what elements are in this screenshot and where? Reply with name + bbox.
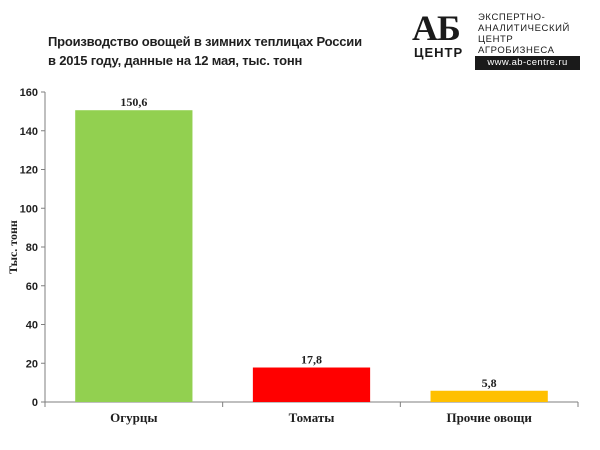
logo-tagline-line-1: ЭКСПЕРТНО- xyxy=(478,12,546,23)
logo-mark: АБ xyxy=(412,8,461,48)
x-category-label: Огурцы xyxy=(110,410,157,425)
logo-tagline-line-3: ЦЕНТР xyxy=(478,34,514,45)
chart-title: Производство овощей в зимних теплицах Ро… xyxy=(48,32,378,70)
bar-value-label: 5,8 xyxy=(482,376,497,390)
logo-tagline-line-2: АНАЛИТИЧЕСКИЙ xyxy=(478,23,570,34)
logo-tagline: ЭКСПЕРТНО- АНАЛИТИЧЕСКИЙ ЦЕНТР АГРОБИЗНЕ… xyxy=(478,12,570,56)
logo-tagline-line-4: АГРОБИЗНЕСА xyxy=(478,45,555,56)
logo-mark-sub: ЦЕНТР xyxy=(414,45,464,60)
y-tick-label: 120 xyxy=(20,165,38,177)
y-tick-label: 80 xyxy=(26,242,38,254)
bar-value-label: 17,8 xyxy=(301,353,322,367)
y-tick-label: 140 xyxy=(20,126,38,138)
y-tick-label: 160 xyxy=(20,87,38,99)
logo-url: www.ab-centre.ru xyxy=(475,56,580,70)
x-category-label: Прочие овощи xyxy=(446,410,532,425)
y-tick-label: 40 xyxy=(26,320,38,332)
y-tick-label: 20 xyxy=(26,358,38,370)
bar xyxy=(252,367,371,402)
bar-value-label: 150,6 xyxy=(120,95,147,109)
chart-title-line-1: Производство овощей в зимних теплицах Ро… xyxy=(48,34,362,49)
chart-title-line-2: в 2015 году, данные на 12 мая, тыс. тонн xyxy=(48,53,303,68)
y-tick-label: 0 xyxy=(32,397,38,409)
bar xyxy=(75,110,193,403)
y-tick-label: 60 xyxy=(26,281,38,293)
y-tick-label: 100 xyxy=(20,203,38,215)
bar xyxy=(430,390,548,402)
x-category-label: Томаты xyxy=(289,410,335,425)
ab-centre-logo: АБ ЦЕНТР ЭКСПЕРТНО- АНАЛИТИЧЕСКИЙ ЦЕНТР … xyxy=(410,8,585,74)
y-axis-label: Тыс. тонн xyxy=(6,220,20,274)
